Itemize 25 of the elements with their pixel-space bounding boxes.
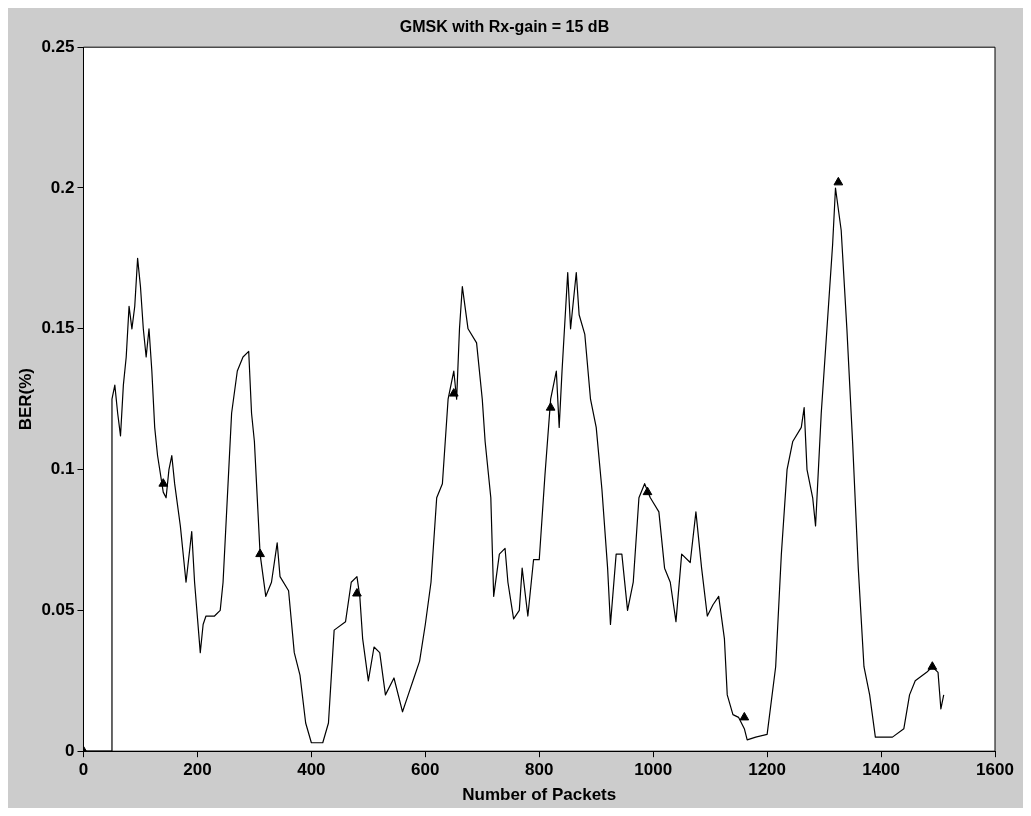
y-axis-title: BER(%) xyxy=(15,368,35,431)
x-tick-label: 1600 xyxy=(976,760,1014,780)
chart-title: GMSK with Rx-gain = 15 dB xyxy=(399,18,610,36)
y-tick-label: 0.25 xyxy=(41,36,75,56)
y-tick-label: 0.15 xyxy=(41,318,75,338)
y-tick-label: 0.05 xyxy=(41,600,75,620)
x-tick-label: 400 xyxy=(297,760,326,780)
x-axis-title: Number of Packets xyxy=(462,785,617,805)
y-tick-label: 0.1 xyxy=(50,459,75,479)
x-tick-label: 800 xyxy=(525,760,554,780)
x-tick-label: 1000 xyxy=(634,760,673,780)
point xyxy=(352,588,362,597)
point xyxy=(927,661,938,670)
x-tick-label: 600 xyxy=(411,760,440,780)
point xyxy=(833,176,844,186)
x-tick-label: 200 xyxy=(183,760,212,780)
point xyxy=(739,711,750,721)
x-tick-label: 1400 xyxy=(862,760,900,780)
y-tick-label: 0.2 xyxy=(50,177,75,197)
y-tick-label: 0 xyxy=(65,740,75,760)
point xyxy=(545,402,556,411)
x-tick-label: 1200 xyxy=(748,760,787,780)
point xyxy=(448,388,459,397)
point xyxy=(158,478,169,487)
x-tick-label: 0 xyxy=(78,760,89,780)
